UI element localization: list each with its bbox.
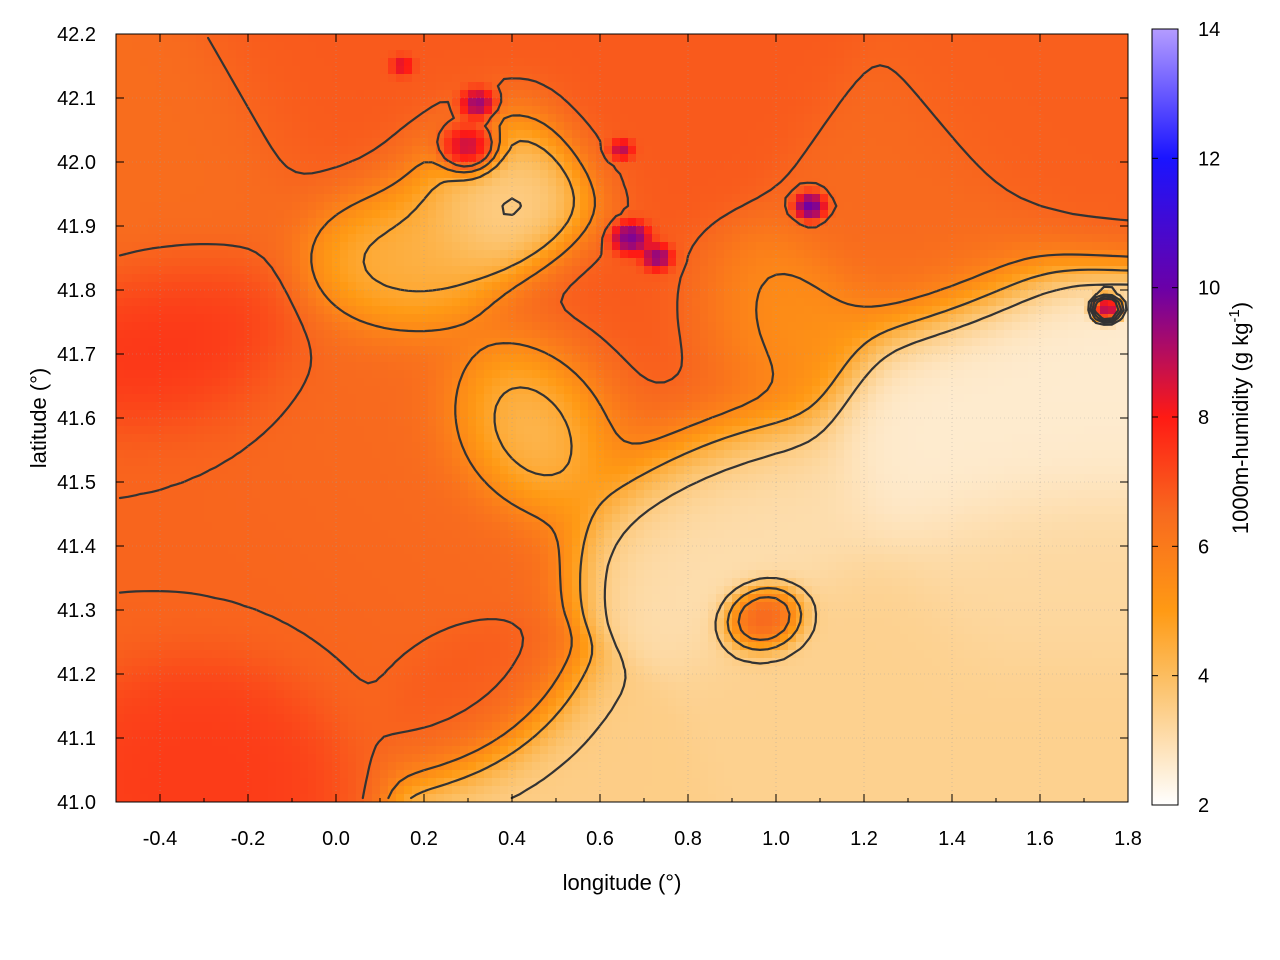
y-axis-ticks: 41.0 41.1 41.2 41.3 41.4 41.5 41.6 41.7 41.8 41.9… <box>57 24 1128 814</box>
x-tick-label: -0.4 <box>143 828 177 850</box>
x-tick-label: -0.2 <box>231 828 265 850</box>
x-tick-label: 0.8 <box>674 828 702 850</box>
contour-line <box>362 139 1128 800</box>
contour-line <box>501 197 1128 800</box>
y-tick-label: 41.1 <box>57 728 96 750</box>
y-tick-label: 41.2 <box>57 664 96 686</box>
colorbar-label: 1000m-humidity (g kg-1) <box>1226 302 1253 534</box>
colorbar-tick-label: 2 <box>1198 795 1209 817</box>
y-tick-label: 41.4 <box>57 536 96 558</box>
y-tick-label: 41.3 <box>57 600 96 622</box>
y-axis-label: latitude (°) <box>26 368 51 469</box>
y-tick-label: 41.8 <box>57 280 96 302</box>
x-tick-label: 0.2 <box>410 828 438 850</box>
terrain-contours <box>118 36 1128 800</box>
y-tick-label: 42.2 <box>57 24 96 46</box>
colorbar-tick-label: 14 <box>1198 19 1220 41</box>
y-tick-label: 41.9 <box>57 216 96 238</box>
y-tick-label: 41.7 <box>57 344 96 366</box>
contour-line <box>118 36 1128 800</box>
colorbar-label-exponent: -1 <box>1226 309 1243 322</box>
x-tick-label: 1.8 <box>1114 828 1142 850</box>
colorbar-tick-label: 8 <box>1198 407 1209 429</box>
x-axis-ticks: -0.4 -0.2 0.0 0.2 0.4 0.6 0.8 1.0 1.2 1.4 1.6 1.8 <box>115 34 1142 850</box>
x-tick-label: 1.4 <box>938 828 966 850</box>
x-tick-label: 0.4 <box>498 828 526 850</box>
y-tick-label: 41.5 <box>57 472 96 494</box>
colorbar-label-close: ) <box>1228 302 1253 309</box>
x-tick-label: 1.6 <box>1026 828 1054 850</box>
y-tick-label: 41.0 <box>57 792 96 814</box>
x-tick-label: 0.0 <box>322 828 350 850</box>
x-tick-label: 1.0 <box>762 828 790 850</box>
colorbar-tick-label: 6 <box>1198 536 1209 558</box>
colorbar-ticks: 2 4 6 8 10 12 14 <box>1152 19 1220 817</box>
colorbar-tick-label: 12 <box>1198 148 1220 170</box>
x-axis-label: longitude (°) <box>563 870 682 895</box>
colorbar-tick-label: 4 <box>1198 666 1209 688</box>
x-tick-label: 0.6 <box>586 828 614 850</box>
y-tick-label: 42.0 <box>57 152 96 174</box>
x-tick-label: 1.2 <box>850 828 878 850</box>
y-tick-label: 41.6 <box>57 408 96 430</box>
y-tick-label: 42.1 <box>57 88 96 110</box>
colorbar-tick-label: 10 <box>1198 278 1220 300</box>
